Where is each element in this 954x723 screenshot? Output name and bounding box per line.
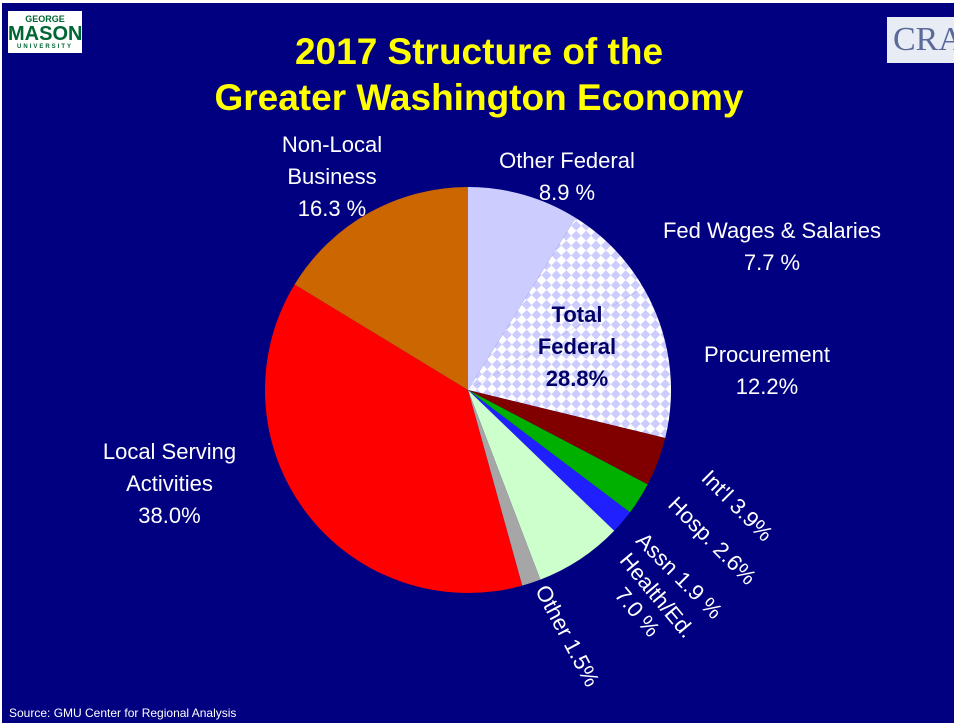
- logo-text: MASON: [8, 23, 83, 45]
- pie-slice: [468, 390, 615, 580]
- logo-left: GEORGE MASON UNIVERSITY: [8, 11, 82, 53]
- source: Source: GMU Center for Regional Analysis: [9, 706, 237, 720]
- value-label: 12.2%: [735, 374, 799, 399]
- pie-slice: [468, 390, 666, 485]
- chart-title: Greater Washington Economy: [214, 77, 744, 118]
- value-label: 8.9 %: [538, 180, 596, 205]
- category-label: Non-Local Business: [281, 132, 383, 189]
- pie-slice: [468, 217, 644, 390]
- slice-label: Other Federal 8.9 %: [482, 145, 652, 209]
- category-label: Fed Wages & Salaries: [662, 218, 882, 243]
- value-label: 7.7 %: [743, 250, 801, 275]
- category-label: Procurement: [704, 342, 830, 367]
- slice-label: Non-Local Business 16.3 %: [257, 129, 407, 225]
- category-label: Other Federal: [499, 148, 635, 173]
- logo-text: UNIVERSITY: [16, 44, 73, 50]
- category-label: Local Serving Activities: [102, 439, 237, 496]
- slice-label: Local Serving Activities 38.0%: [62, 436, 277, 532]
- annotation: Total Federal 28.8%: [537, 302, 617, 391]
- pie-slice: [468, 187, 576, 390]
- logo-right: CRA: [887, 17, 954, 63]
- chart-title: 2017 Structure of the: [294, 31, 664, 72]
- pie-slice: [468, 390, 648, 513]
- chart: [264, 187, 671, 594]
- slice-label: Procurement 12.2%: [662, 339, 872, 403]
- logo-text: GEORGE: [25, 14, 65, 24]
- pie-slice: [264, 284, 523, 594]
- pie-slice: [468, 390, 541, 586]
- slice-label: Fed Wages & Salaries 7.7 %: [622, 215, 922, 279]
- pie-slice: [294, 187, 468, 390]
- pie-slice: [468, 390, 630, 531]
- value-label: 38.0%: [138, 503, 201, 528]
- pie-slice: [468, 287, 671, 439]
- value-label: 16.3 %: [297, 196, 367, 221]
